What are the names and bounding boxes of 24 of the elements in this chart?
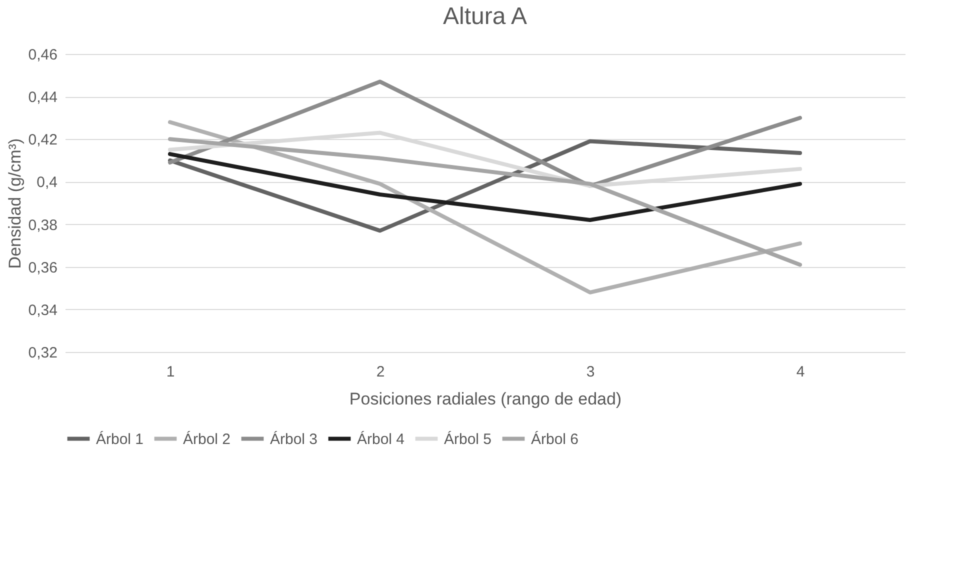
legend-label: Árbol 6 [531,430,579,448]
legend-label: Árbol 4 [357,430,405,448]
y-tick-label: 0,32 [28,344,58,362]
line-series [168,152,802,222]
x-axis-title: Posiciones radiales (rango de edad) [349,390,622,408]
y-tick-label: 0,36 [28,259,58,276]
y-tick-label: 0,44 [28,89,58,106]
legend-label: Árbol 3 [270,430,318,448]
chart-title: Altura A [442,3,528,30]
x-tick-label: 1 [166,364,175,380]
legend-label: Árbol 5 [444,430,492,448]
line-series [168,120,802,294]
y-tick-label: 0,4 [36,174,58,192]
y-tick-label: 0,42 [28,132,58,149]
line-series [168,139,802,233]
y-tick-label: 0,34 [28,302,58,319]
y-axis-title: Densidad (g/cm³) [5,138,24,269]
x-tick-label: 3 [586,364,595,380]
y-tick-label: 0,38 [28,216,58,234]
x-tick-label: 4 [796,364,805,380]
y-tick-label: 0,46 [28,46,58,64]
legend-label: Árbol 2 [183,430,231,448]
legend-label: Árbol 1 [96,430,144,448]
x-tick-label: 2 [376,364,385,380]
